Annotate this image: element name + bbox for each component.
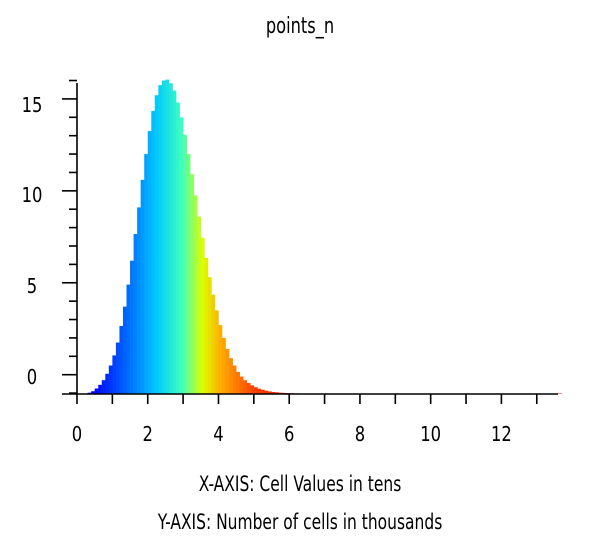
- histogram-bar: [207, 277, 212, 394]
- histogram-bar: [176, 102, 180, 394]
- histogram-bar: [158, 85, 163, 395]
- x-tick-label: 0: [72, 424, 82, 447]
- histogram-bars: [77, 79, 562, 395]
- histogram-bar: [133, 234, 138, 394]
- histogram-bar: [161, 80, 166, 395]
- histogram-bar: [108, 365, 113, 394]
- histogram-bar: [253, 387, 258, 394]
- histogram-bar: [218, 325, 223, 394]
- histogram-bar: [140, 179, 145, 394]
- y-tick-label: 5: [27, 276, 37, 299]
- histogram-bar: [154, 95, 159, 394]
- x-tick-label: 8: [355, 424, 365, 447]
- histogram-bar: [193, 195, 198, 394]
- histogram-bar: [239, 376, 244, 394]
- histogram-bar: [115, 342, 120, 394]
- histogram-bar: [94, 388, 99, 394]
- histogram-bar: [122, 306, 127, 394]
- histogram-bar: [232, 365, 237, 394]
- histogram-bar: [229, 358, 233, 394]
- histogram-bar: [91, 391, 95, 394]
- tick-labels: 0 2 4 6 8 10 12 0 5 10 15: [22, 95, 512, 447]
- chart-title: points_n: [265, 14, 335, 39]
- histogram-bar: [190, 174, 195, 394]
- histogram-bar: [105, 373, 110, 394]
- histogram-bar: [260, 389, 265, 394]
- histogram-bar: [558, 393, 562, 394]
- histogram-bar: [275, 392, 279, 394]
- histogram-bar: [172, 90, 177, 394]
- histogram-bar: [101, 380, 106, 394]
- histogram-bar: [204, 257, 209, 394]
- histogram-bar: [183, 134, 187, 394]
- histogram-bar: [200, 237, 205, 394]
- histogram-bar: [168, 83, 173, 395]
- x-tick-label: 4: [213, 424, 223, 447]
- histogram-bar: [214, 310, 219, 394]
- histogram-bar: [243, 380, 248, 394]
- histogram-bar: [186, 154, 191, 394]
- y-tick-label: 10: [22, 185, 43, 208]
- histogram-bar: [147, 131, 152, 394]
- histogram-bar: [165, 79, 170, 394]
- histogram-bar: [137, 207, 141, 394]
- histogram-bar: [151, 110, 156, 394]
- x-tick-label: 10: [420, 424, 441, 447]
- histogram-bar: [197, 216, 202, 394]
- histogram-bar: [211, 294, 216, 394]
- histogram-bar: [119, 325, 124, 394]
- chart-axes: [62, 79, 558, 404]
- y-axis-caption: Y-AXIS: Number of cells in thousands: [157, 510, 443, 534]
- histogram-bar: [246, 382, 251, 394]
- histogram-bar: [112, 355, 117, 394]
- histogram-bar: [98, 384, 103, 394]
- histogram-bar: [130, 260, 134, 394]
- histogram-bar: [236, 371, 240, 394]
- x-axis-caption: X-AXIS: Cell Values in tens: [198, 472, 402, 496]
- histogram-bar: [271, 391, 276, 394]
- y-tick-label: 0: [27, 367, 37, 390]
- x-tick-label: 12: [491, 424, 512, 447]
- x-tick-label: 2: [143, 424, 153, 447]
- y-tick-label: 15: [22, 95, 43, 118]
- histogram-bar: [126, 284, 131, 394]
- histogram-bar: [225, 348, 230, 394]
- x-tick-label: 6: [284, 424, 294, 447]
- histogram-bar: [267, 391, 272, 394]
- histogram-bar: [264, 390, 269, 394]
- histogram-bar: [250, 385, 255, 394]
- histogram-bar: [222, 337, 226, 394]
- histogram-bar: [179, 117, 184, 394]
- histogram-bar: [257, 388, 262, 394]
- histogram-bar: [144, 154, 149, 394]
